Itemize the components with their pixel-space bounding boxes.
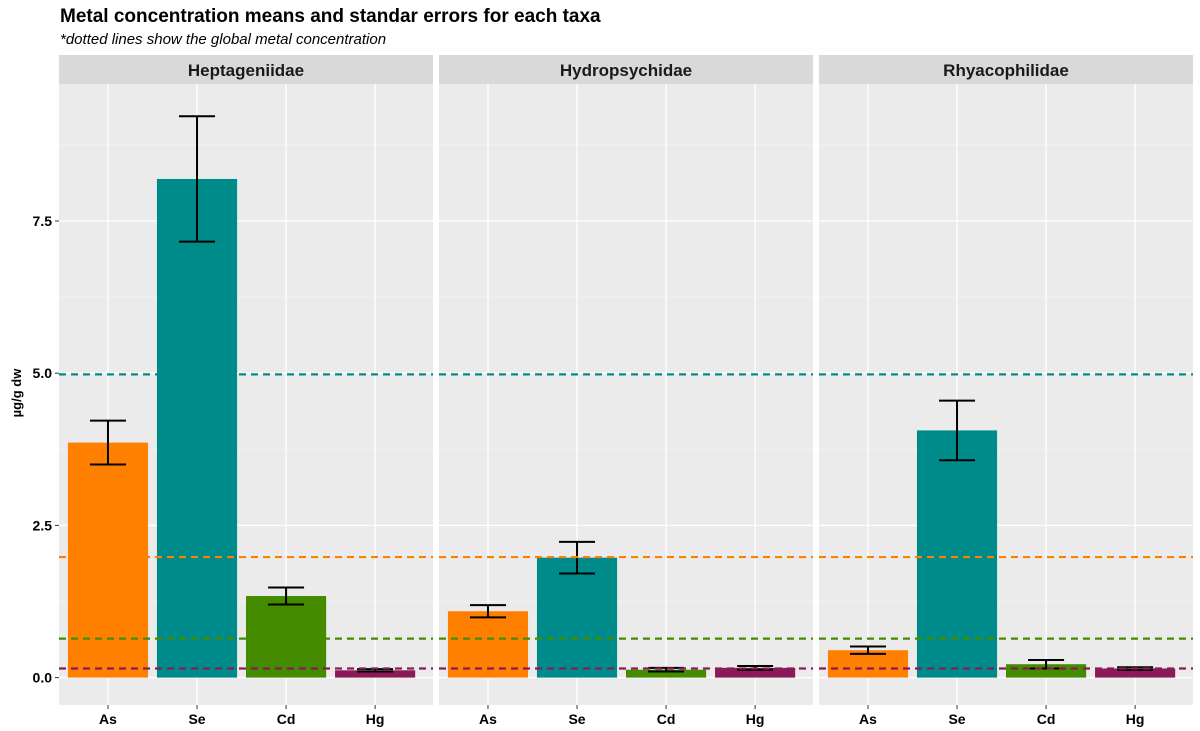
x-tick-label: Se bbox=[188, 711, 205, 727]
bar-se bbox=[536, 557, 618, 678]
bar-se bbox=[916, 430, 998, 678]
facet-panels: Heptageniidae As Se Cd Hg Hydropsychidae As Se C… bbox=[59, 55, 1193, 727]
bar-as bbox=[67, 442, 149, 678]
bar-cd bbox=[246, 596, 327, 678]
facet-strip-label: Hydropsychidae bbox=[560, 61, 692, 80]
y-tick-label: 5.0 bbox=[33, 365, 53, 381]
y-axis-label: µg/g dw bbox=[9, 368, 24, 418]
x-tick-label: Se bbox=[568, 711, 585, 727]
x-tick-label: Cd bbox=[277, 711, 296, 727]
x-tick-label: Se bbox=[948, 711, 965, 727]
x-tick-label: As bbox=[859, 711, 877, 727]
y-axis: 0.0 2.5 5.0 7.5 bbox=[33, 213, 59, 686]
x-tick-label: Hg bbox=[746, 711, 765, 727]
chart-title: Metal concentration means and standar er… bbox=[60, 6, 601, 27]
y-tick-label: 7.5 bbox=[33, 213, 53, 229]
x-tick-label: Hg bbox=[1126, 711, 1145, 727]
facet-strip bbox=[819, 55, 1193, 84]
bar-cd bbox=[626, 669, 707, 678]
x-tick-label: Cd bbox=[1037, 711, 1056, 727]
bar-hg bbox=[715, 667, 796, 678]
bar-as bbox=[447, 611, 529, 678]
y-tick-label: 0.0 bbox=[33, 670, 53, 686]
x-tick-label: As bbox=[99, 711, 117, 727]
x-tick-label: As bbox=[479, 711, 497, 727]
facet-strip-label: Heptageniidae bbox=[188, 61, 304, 80]
bar-hg bbox=[1095, 668, 1176, 678]
y-tick-label: 2.5 bbox=[33, 517, 53, 533]
bar-hg bbox=[335, 670, 416, 678]
x-tick-label: Hg bbox=[366, 711, 385, 727]
facet-strip bbox=[59, 55, 433, 84]
bar-se bbox=[156, 178, 238, 678]
panel-background bbox=[819, 84, 1193, 705]
x-tick-label: Cd bbox=[657, 711, 676, 727]
chart-subtitle: *dotted lines show the global metal conc… bbox=[60, 31, 387, 48]
facet-panel: Hydropsychidae As Se Cd Hg bbox=[439, 55, 813, 727]
facet-strip bbox=[439, 55, 813, 84]
facet-panel: Heptageniidae As Se Cd Hg bbox=[59, 55, 433, 727]
facet-panel: Rhyacophilidae As Se Cd Hg bbox=[819, 55, 1193, 727]
facet-strip-label: Rhyacophilidae bbox=[943, 61, 1069, 80]
